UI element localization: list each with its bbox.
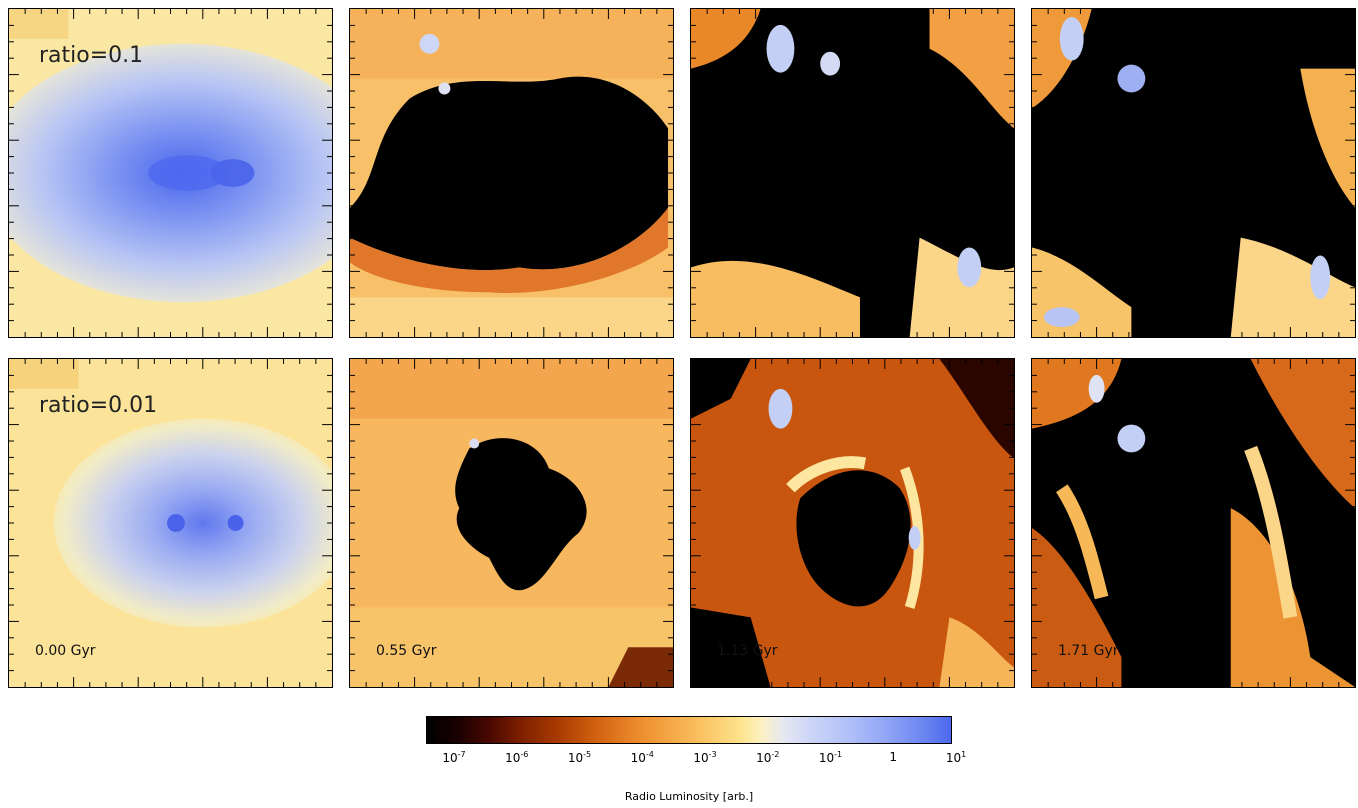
panel-ratio-0.1-t0: ratio=0.1	[8, 8, 333, 338]
colorbar-tick-label: 101	[945, 750, 967, 765]
luminosity-map	[350, 359, 673, 687]
panel-ratio-0.1-t2	[690, 8, 1015, 338]
luminosity-map	[9, 359, 332, 687]
colorbar-label: Radio Luminosity [arb.]	[624, 790, 754, 803]
axis-ticks	[1032, 9, 1355, 337]
axis-ticks	[1032, 359, 1355, 687]
colorbar-tick-label: 10-5	[567, 750, 592, 765]
luminosity-map	[350, 9, 673, 337]
ratio-label: ratio=0.1	[39, 43, 144, 68]
colorbar	[426, 716, 952, 744]
luminosity-map	[691, 359, 1014, 687]
time-label: 0.55 Gyr	[376, 643, 437, 659]
luminosity-map	[9, 9, 332, 337]
luminosity-map	[691, 9, 1014, 337]
colorbar-tick-label: 1	[889, 750, 898, 764]
colorbar-tick-label: 10-1	[818, 750, 843, 765]
colorbar-tick-label: 10-7	[442, 750, 466, 765]
axis-ticks	[9, 359, 332, 687]
panel-ratio-0.1-t3	[1031, 8, 1356, 338]
colorbar-tick-label: 10-3	[693, 750, 717, 765]
panel-ratio-0.01-t3: 1.71 Gyr	[1031, 358, 1356, 688]
luminosity-map	[1032, 9, 1355, 337]
time-label: 1.71 Gyr	[1058, 643, 1119, 659]
axis-ticks	[350, 359, 673, 687]
panel-ratio-0.01-t1: 0.55 Gyr	[349, 358, 674, 688]
panel-ratio-0.01-t0: ratio=0.01 0.00 Gyr	[8, 358, 333, 688]
time-label: 1.13 Gyr	[717, 643, 778, 659]
luminosity-map	[1032, 359, 1355, 687]
axis-ticks	[9, 9, 332, 337]
panel-ratio-0.1-t1	[349, 8, 674, 338]
colorbar-tick-label: 10-4	[630, 750, 654, 765]
ratio-label: ratio=0.01	[39, 393, 158, 418]
axis-ticks	[350, 9, 673, 337]
colorbar-tick-label: 10-2	[756, 750, 780, 765]
colorbar-tick-label: 10-6	[505, 750, 529, 765]
axis-ticks	[691, 9, 1014, 337]
time-label: 0.00 Gyr	[35, 643, 96, 659]
panel-ratio-0.01-t2: 1.13 Gyr	[690, 358, 1015, 688]
axis-ticks	[691, 359, 1014, 687]
